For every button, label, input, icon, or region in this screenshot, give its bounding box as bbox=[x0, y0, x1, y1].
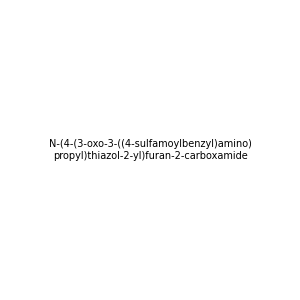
Text: N-(4-(3-oxo-3-((4-sulfamoylbenzyl)amino)
propyl)thiazol-2-yl)furan-2-carboxamide: N-(4-(3-oxo-3-((4-sulfamoylbenzyl)amino)… bbox=[49, 139, 251, 161]
